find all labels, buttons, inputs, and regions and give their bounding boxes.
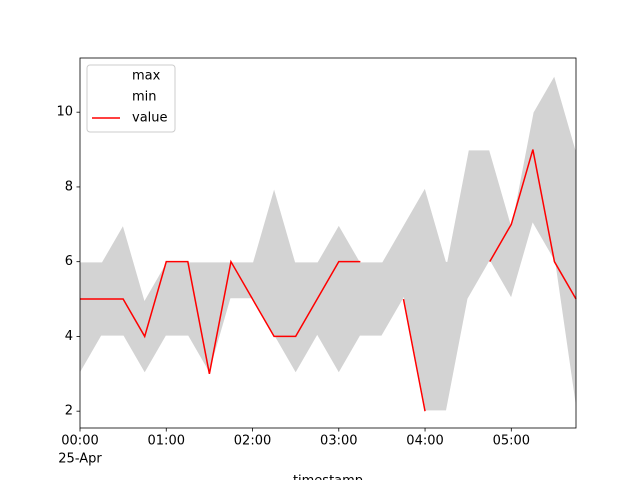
y-tick-label: 6 — [65, 254, 73, 269]
series-line — [80, 149, 577, 412]
legend-box — [86, 64, 176, 133]
legend-label: value — [132, 111, 168, 126]
series-line — [80, 72, 577, 301]
y-tick-label: 4 — [65, 329, 73, 344]
y-tick-label: 2 — [65, 404, 73, 419]
x-tick-label: 04:00 — [406, 434, 443, 449]
axes-frame — [79, 57, 577, 429]
y-tick-label: 8 — [65, 179, 73, 194]
series-line — [79, 222, 577, 412]
legend-label: max — [132, 69, 161, 84]
x-tick-label: 01:00 — [148, 434, 185, 449]
x-tick-label: 00:00 — [61, 434, 98, 449]
legend-label: min — [132, 90, 157, 105]
x-date-label: 25-Apr — [58, 452, 102, 467]
x-axis-label: timestamp — [293, 474, 363, 480]
x-tick-label: 03:00 — [320, 434, 357, 449]
x-tick-label: 02:00 — [234, 434, 271, 449]
y-tick-label: 10 — [56, 105, 73, 120]
x-tick-label: 05:00 — [493, 434, 530, 449]
